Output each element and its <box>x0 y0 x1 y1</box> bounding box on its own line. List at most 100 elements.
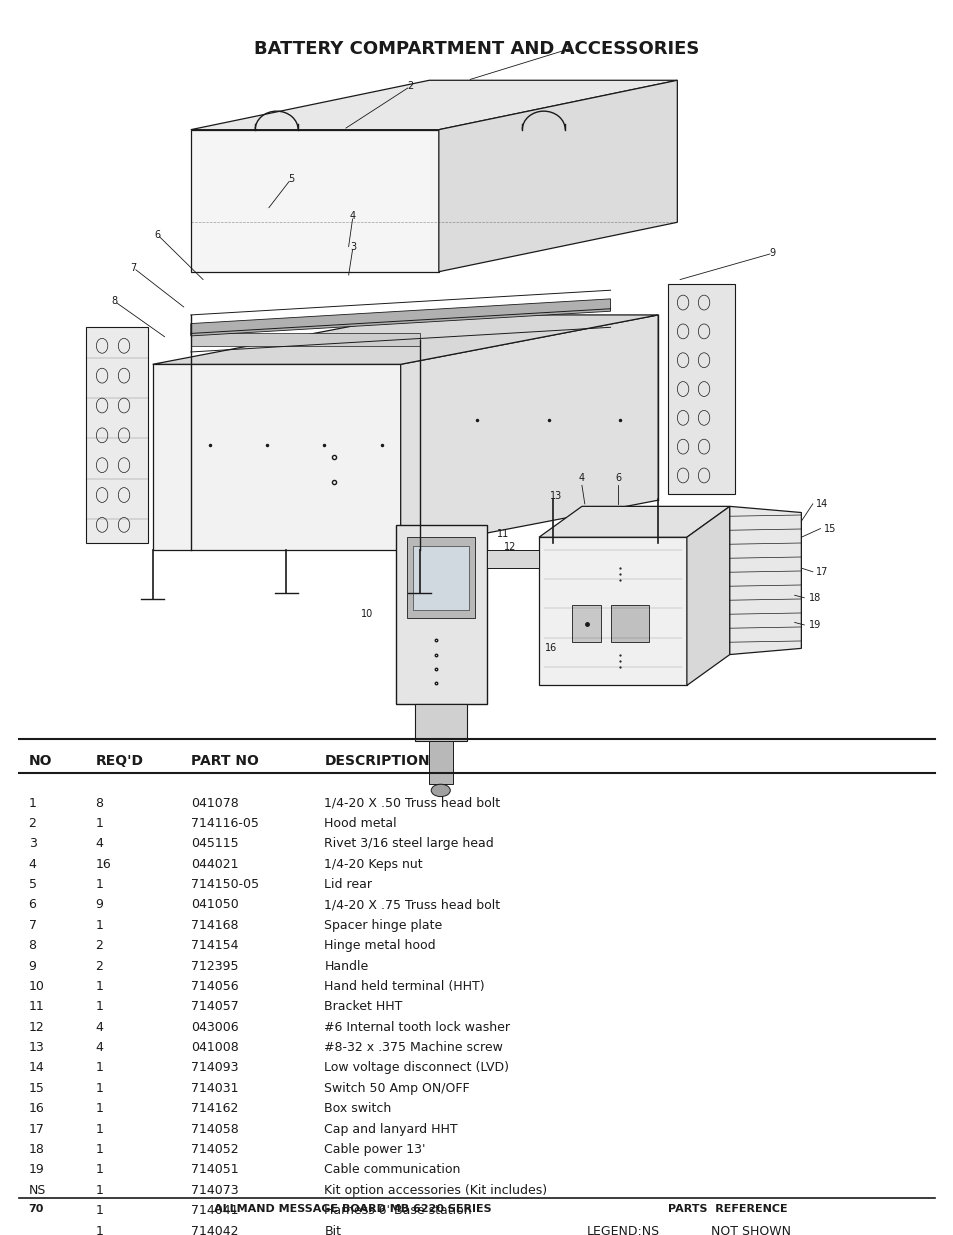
Text: PARTS  REFERENCE: PARTS REFERENCE <box>667 1204 786 1214</box>
Text: 5: 5 <box>288 174 294 184</box>
Text: 712395: 712395 <box>191 960 238 973</box>
Text: 1: 1 <box>95 818 103 830</box>
Ellipse shape <box>431 784 450 797</box>
Text: 9: 9 <box>29 960 36 973</box>
Text: 045115: 045115 <box>191 837 238 851</box>
Text: 19: 19 <box>29 1163 45 1177</box>
Text: Harness 6' Base station: Harness 6' Base station <box>324 1204 472 1218</box>
Text: Bracket HHT: Bracket HHT <box>324 1000 402 1014</box>
Text: Cable power 13': Cable power 13' <box>324 1144 425 1156</box>
Text: 4: 4 <box>95 1020 103 1034</box>
Text: 714154: 714154 <box>191 940 238 952</box>
Text: 1: 1 <box>29 797 36 810</box>
Text: 14: 14 <box>29 1062 45 1074</box>
Text: 1: 1 <box>95 981 103 993</box>
Text: 714073: 714073 <box>191 1183 238 1197</box>
Polygon shape <box>486 550 538 568</box>
Text: 8: 8 <box>29 940 36 952</box>
Text: 6: 6 <box>154 230 160 240</box>
Text: 3: 3 <box>29 837 36 851</box>
Text: 1/4-20 X .75 Truss head bolt: 1/4-20 X .75 Truss head bolt <box>324 899 500 911</box>
Text: 4: 4 <box>95 1041 103 1055</box>
Text: 714116-05: 714116-05 <box>191 818 258 830</box>
Text: 16: 16 <box>545 643 557 653</box>
Text: 5: 5 <box>29 878 36 892</box>
Text: 1: 1 <box>564 44 570 54</box>
Text: BATTERY COMPARTMENT AND ACCESSORIES: BATTERY COMPARTMENT AND ACCESSORIES <box>254 40 699 58</box>
Text: 12: 12 <box>504 542 516 552</box>
Polygon shape <box>538 537 686 685</box>
Text: 041050: 041050 <box>191 899 238 911</box>
Text: 714150-05: 714150-05 <box>191 878 258 892</box>
Text: 4: 4 <box>578 473 584 483</box>
Text: #8-32 x .375 Machine screw: #8-32 x .375 Machine screw <box>324 1041 503 1055</box>
Text: NO: NO <box>29 755 52 768</box>
Polygon shape <box>395 525 486 704</box>
Text: 714031: 714031 <box>191 1082 238 1095</box>
Text: Lid rear: Lid rear <box>324 878 372 892</box>
Text: 714051: 714051 <box>191 1163 238 1177</box>
Text: 1: 1 <box>95 878 103 892</box>
Text: 041008: 041008 <box>191 1041 238 1055</box>
Text: 714041: 714041 <box>191 1204 238 1218</box>
Polygon shape <box>667 284 734 494</box>
Polygon shape <box>438 80 677 272</box>
Polygon shape <box>415 704 467 741</box>
Text: 12: 12 <box>29 1020 45 1034</box>
Text: 70: 70 <box>29 1204 44 1214</box>
Text: NS: NS <box>29 1183 46 1197</box>
Text: Hinge metal hood: Hinge metal hood <box>324 940 436 952</box>
Text: 714052: 714052 <box>191 1144 238 1156</box>
Text: 9: 9 <box>95 899 103 911</box>
Text: 2: 2 <box>95 960 103 973</box>
Text: 714168: 714168 <box>191 919 238 932</box>
Text: Box switch: Box switch <box>324 1103 391 1115</box>
Text: 714057: 714057 <box>191 1000 238 1014</box>
Text: 9: 9 <box>769 248 775 258</box>
Text: 714093: 714093 <box>191 1062 238 1074</box>
Text: 043006: 043006 <box>191 1020 238 1034</box>
Text: 4: 4 <box>29 857 36 871</box>
Text: 1/4-20 X .50 Truss head bolt: 1/4-20 X .50 Truss head bolt <box>324 797 500 810</box>
Text: #6 Internal tooth lock washer: #6 Internal tooth lock washer <box>324 1020 510 1034</box>
Text: 6: 6 <box>615 473 620 483</box>
Text: 714056: 714056 <box>191 981 238 993</box>
Text: 1: 1 <box>95 1123 103 1136</box>
Text: 11: 11 <box>29 1000 45 1014</box>
Polygon shape <box>191 299 610 336</box>
Polygon shape <box>413 546 469 610</box>
Polygon shape <box>152 315 658 364</box>
Text: 10: 10 <box>361 609 373 619</box>
Text: 1: 1 <box>95 1062 103 1074</box>
Text: Hand held terminal (HHT): Hand held terminal (HHT) <box>324 981 484 993</box>
Text: Low voltage disconnect (LVD): Low voltage disconnect (LVD) <box>324 1062 509 1074</box>
Text: 7: 7 <box>29 919 36 932</box>
Polygon shape <box>191 333 419 346</box>
Polygon shape <box>400 315 658 550</box>
Polygon shape <box>191 130 438 272</box>
Polygon shape <box>610 605 648 642</box>
Text: 6: 6 <box>29 899 36 911</box>
Text: 13: 13 <box>550 492 561 501</box>
Text: 041078: 041078 <box>191 797 238 810</box>
Polygon shape <box>407 537 475 618</box>
Text: 17: 17 <box>816 567 827 577</box>
Text: 1: 1 <box>95 1000 103 1014</box>
Text: 18: 18 <box>29 1144 45 1156</box>
Text: 044021: 044021 <box>191 857 238 871</box>
Polygon shape <box>729 506 801 655</box>
Text: 3: 3 <box>350 242 355 252</box>
Polygon shape <box>191 80 677 130</box>
Text: 13: 13 <box>29 1041 45 1055</box>
Text: DESCRIPTION: DESCRIPTION <box>324 755 430 768</box>
Text: 714042: 714042 <box>191 1225 238 1235</box>
Polygon shape <box>538 506 729 537</box>
Text: 1: 1 <box>95 1082 103 1095</box>
Text: LEGEND:NS: LEGEND:NS <box>586 1225 659 1235</box>
Text: 1: 1 <box>95 1204 103 1218</box>
Text: 1: 1 <box>95 1103 103 1115</box>
Text: 4: 4 <box>350 211 355 221</box>
Polygon shape <box>86 327 148 543</box>
Text: 14: 14 <box>816 499 827 509</box>
Text: 714058: 714058 <box>191 1123 238 1136</box>
